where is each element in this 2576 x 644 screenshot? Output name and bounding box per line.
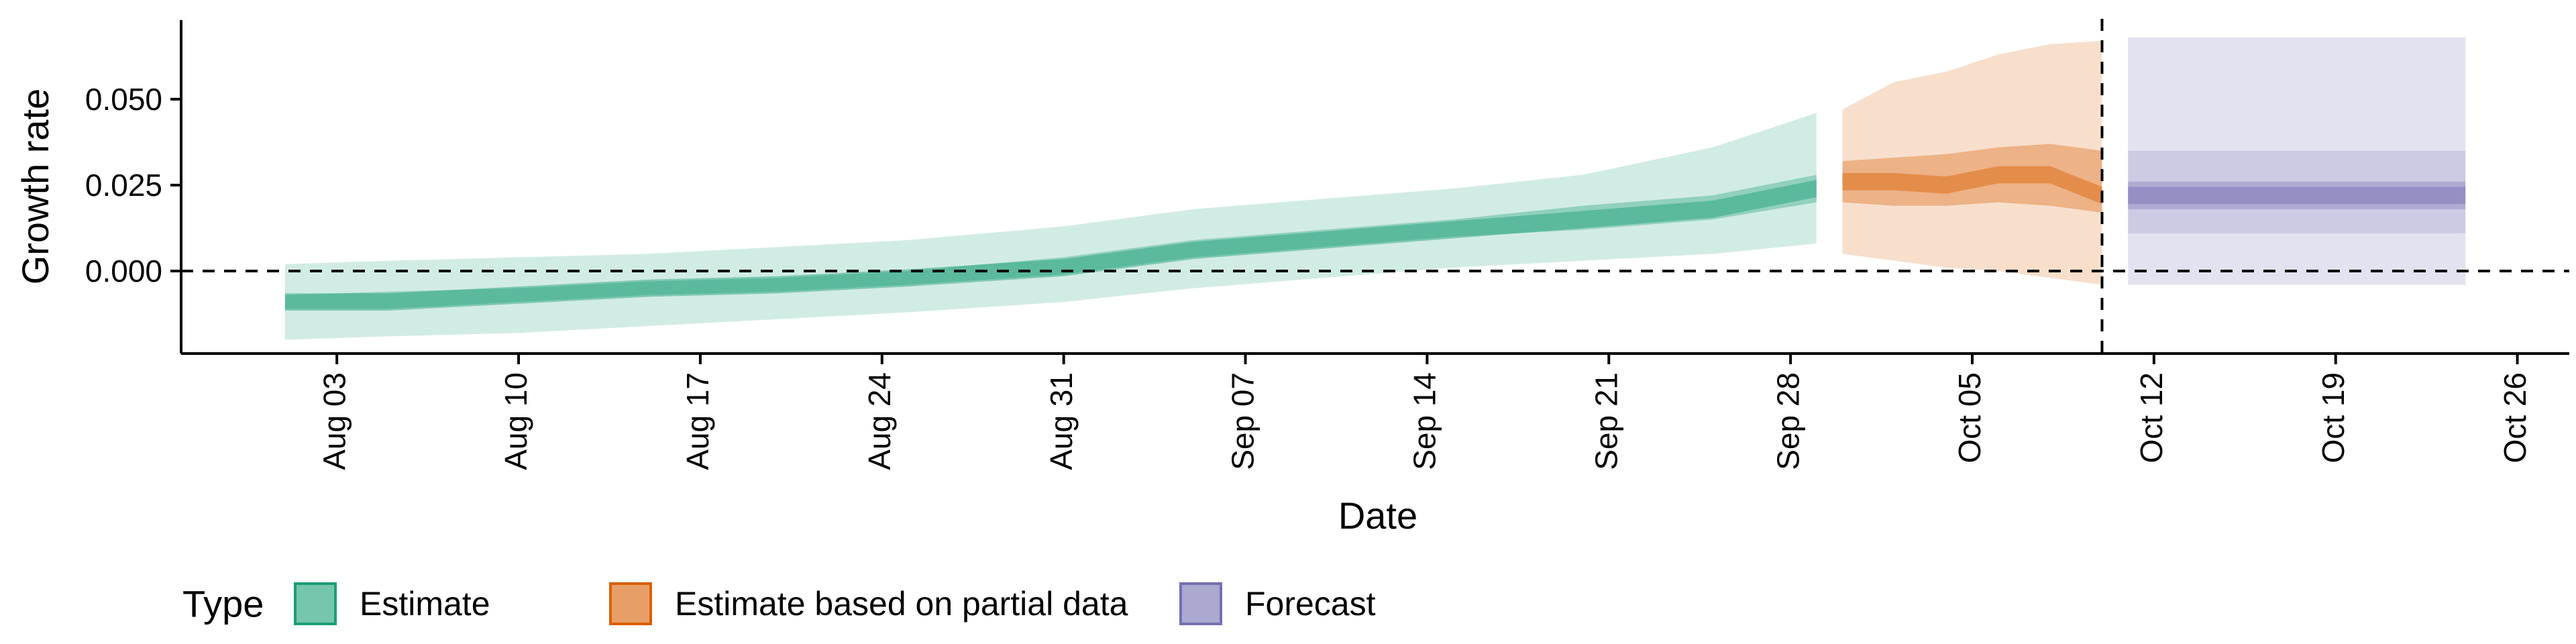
series-0-90-band [284,113,1817,340]
x-tick-label: Sep 28 [1770,372,1805,470]
series-1-90-band [1842,40,2102,285]
y-axis-title: Growth rate [14,89,56,285]
x-tick-label: Aug 17 [680,372,715,470]
axes: Aug 03 Aug 10 Aug 17 Aug 24 Aug 31 Sep 07 Sep … [85,20,2569,470]
legend-item: Estimate based on partial data [609,582,1128,625]
series-2-90-band [2128,150,2466,233]
series-0-ribbons [284,113,1817,340]
legend: Type Estimate Estimate based on partial da… [182,582,1376,625]
legend-title: Type [182,583,264,625]
series-0-50-band [284,174,1817,309]
x-tick-label: Aug 03 [317,372,352,470]
reference-lines [181,19,2569,354]
series-1-median-band [1842,166,2102,205]
x-tick-label: Sep 21 [1589,372,1623,470]
series-2-ribbons [2128,37,2466,285]
x-axis-title: Date [1338,494,1417,537]
y-tick-label: 0.000 [85,254,162,288]
legend-swatch [1179,582,1222,625]
x-tick-label: Sep 14 [1407,372,1442,470]
legend-swatch [294,582,337,625]
x-tick-label: Aug 31 [1044,372,1079,470]
x-tick-label: Oct 19 [2316,372,2351,464]
x-tick-label: Oct 26 [2498,372,2532,464]
legend-label: Estimate [360,585,490,623]
series-0-median-band [284,180,1817,311]
x-tick-label: Sep 07 [1226,372,1260,470]
x-tick-label: Aug 24 [862,372,897,470]
legend-label: Estimate based on partial data [675,585,1128,623]
series-1-50-band [1842,144,2102,213]
legend-swatch [609,582,652,625]
legend-label: Forecast [1245,585,1376,623]
series-2-50-band [2128,181,2466,209]
x-tick-label: Oct 05 [1952,372,1987,464]
series-1-ribbons [1842,40,2102,285]
series-2-outer-band [2128,37,2466,285]
series-2-median-band [2128,186,2466,205]
legend-item: Forecast [1179,582,1376,625]
legend-item: Estimate [294,582,490,625]
ribbon-layer [284,37,2466,340]
y-tick-label: 0.050 [85,82,162,117]
y-tick-label: 0.025 [85,168,162,203]
x-tick-label: Aug 10 [498,372,533,470]
x-tick-label: Oct 12 [2134,372,2169,464]
